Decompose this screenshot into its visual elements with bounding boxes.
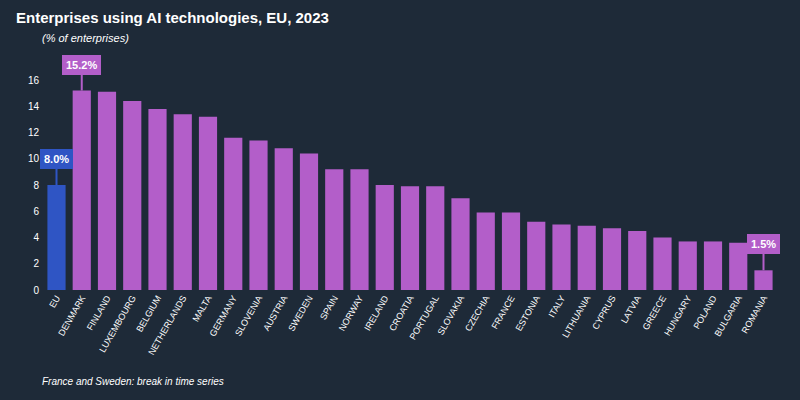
svg-text:ESTONIA: ESTONIA [514,294,542,333]
svg-text:ROMANIA: ROMANIA [739,294,769,335]
svg-text:0: 0 [33,285,39,296]
svg-text:8: 8 [33,180,39,191]
svg-text:LUXEMBOURG: LUXEMBOURG [97,294,138,354]
svg-text:IRELAND: IRELAND [362,293,390,332]
svg-text:8.0%: 8.0% [44,153,69,165]
svg-text:CYPRUS: CYPRUS [590,294,617,331]
svg-text:2: 2 [33,258,39,269]
svg-text:LATVIA: LATVIA [619,294,643,325]
svg-text:PORTUGAL: PORTUGAL [408,294,441,342]
svg-text:EU: EU [47,294,62,310]
svg-text:SLOVENIA: SLOVENIA [233,294,264,338]
svg-text:GREECE: GREECE [640,294,668,332]
svg-text:4: 4 [33,232,39,243]
svg-text:CROATIA: CROATIA [387,294,415,333]
svg-text:12: 12 [28,127,40,138]
svg-text:NETHERLANDS: NETHERLANDS [146,294,188,357]
svg-text:14: 14 [28,101,40,112]
svg-text:MALTA: MALTA [191,294,214,324]
svg-text:BULGARIA: BULGARIA [712,294,743,338]
svg-text:FINLAND: FINLAND [85,293,113,332]
svg-text:NORWAY: NORWAY [337,294,365,333]
svg-text:ITALY: ITALY [547,294,568,320]
svg-text:10: 10 [28,153,40,164]
svg-text:SLOVAKIA: SLOVAKIA [436,294,467,337]
svg-text:France and Sweden: break in ti: France and Sweden: break in time series [42,376,224,387]
svg-text:(% of enterprises): (% of enterprises) [42,32,129,44]
svg-text:POLAND: POLAND [691,293,718,330]
svg-text:BELGIUM: BELGIUM [134,294,163,334]
svg-text:6: 6 [33,206,39,217]
svg-text:16: 16 [28,75,40,86]
svg-text:FRANCE: FRANCE [489,294,516,331]
svg-text:CZECHIA: CZECHIA [463,294,491,333]
svg-text:HUNGARY: HUNGARY [662,294,693,338]
svg-text:LITHUANIA: LITHUANIA [560,294,592,340]
svg-text:DENMARK: DENMARK [56,294,87,338]
svg-text:Enterprises using AI technolog: Enterprises using AI technologies, EU, 2… [16,9,329,26]
svg-text:GERMANY: GERMANY [207,294,238,338]
svg-text:SPAIN: SPAIN [318,294,340,322]
svg-text:15.2%: 15.2% [66,59,97,71]
svg-text:1.5%: 1.5% [751,238,776,250]
svg-text:AUSTRIA: AUSTRIA [261,294,289,333]
svg-text:SWEDEN: SWEDEN [286,294,314,333]
